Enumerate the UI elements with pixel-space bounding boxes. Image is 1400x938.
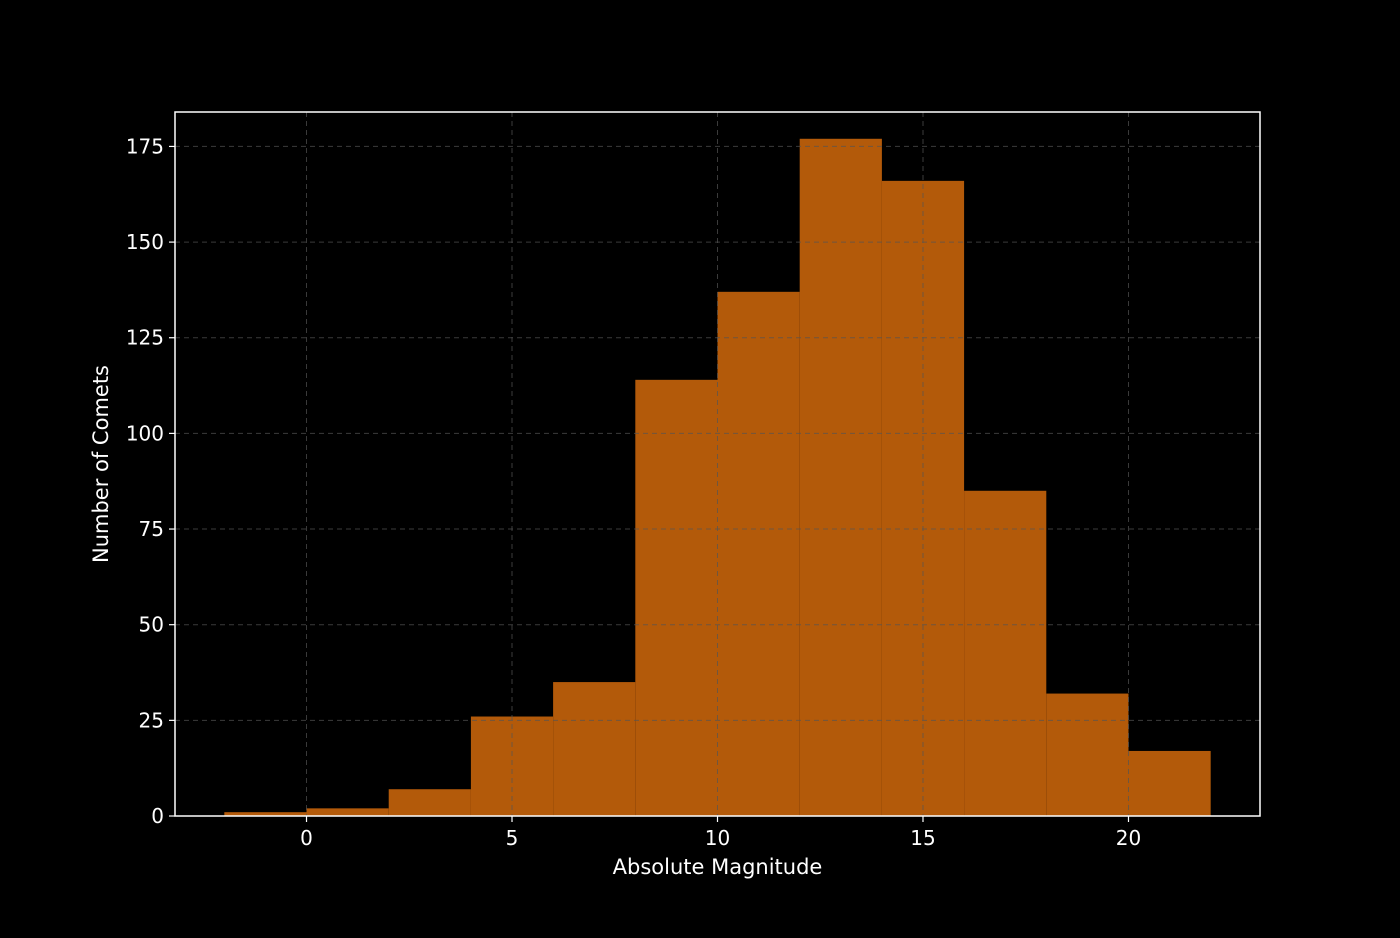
x-tick-label: 5 xyxy=(506,826,519,850)
y-tick-label: 100 xyxy=(126,421,164,445)
histogram-bar xyxy=(470,716,554,816)
y-tick-label: 0 xyxy=(151,804,164,828)
histogram-bar xyxy=(799,138,882,817)
y-tick-label: 75 xyxy=(139,517,164,541)
histogram-bar xyxy=(635,379,718,816)
y-axis-label: Number of Comets xyxy=(89,365,113,563)
histogram-bar xyxy=(717,291,800,817)
histogram-bar xyxy=(1128,750,1211,816)
histogram-bar xyxy=(1046,693,1129,816)
x-tick-label: 0 xyxy=(300,826,313,850)
histogram-bar xyxy=(224,812,307,816)
y-tick-label: 25 xyxy=(139,708,164,732)
x-axis-ticks: 0 5 10 15 20 xyxy=(300,816,1141,850)
x-axis-label: Absolute Magnitude xyxy=(613,855,823,879)
histogram-bar xyxy=(964,490,1047,816)
x-tick-label: 15 xyxy=(910,826,935,850)
x-tick-label: 20 xyxy=(1116,826,1141,850)
y-tick-label: 50 xyxy=(139,613,164,637)
x-tick-label: 10 xyxy=(705,826,730,850)
histogram-bar xyxy=(388,789,471,816)
y-axis-ticks: 0 25 50 75 100 125 150 175 xyxy=(126,134,175,828)
y-tick-label: 150 xyxy=(126,230,164,254)
y-tick-label: 125 xyxy=(126,326,164,350)
histogram-bar xyxy=(553,682,636,816)
histogram-bar xyxy=(306,808,389,816)
bars-group xyxy=(224,138,1211,817)
y-tick-label: 175 xyxy=(126,134,164,158)
